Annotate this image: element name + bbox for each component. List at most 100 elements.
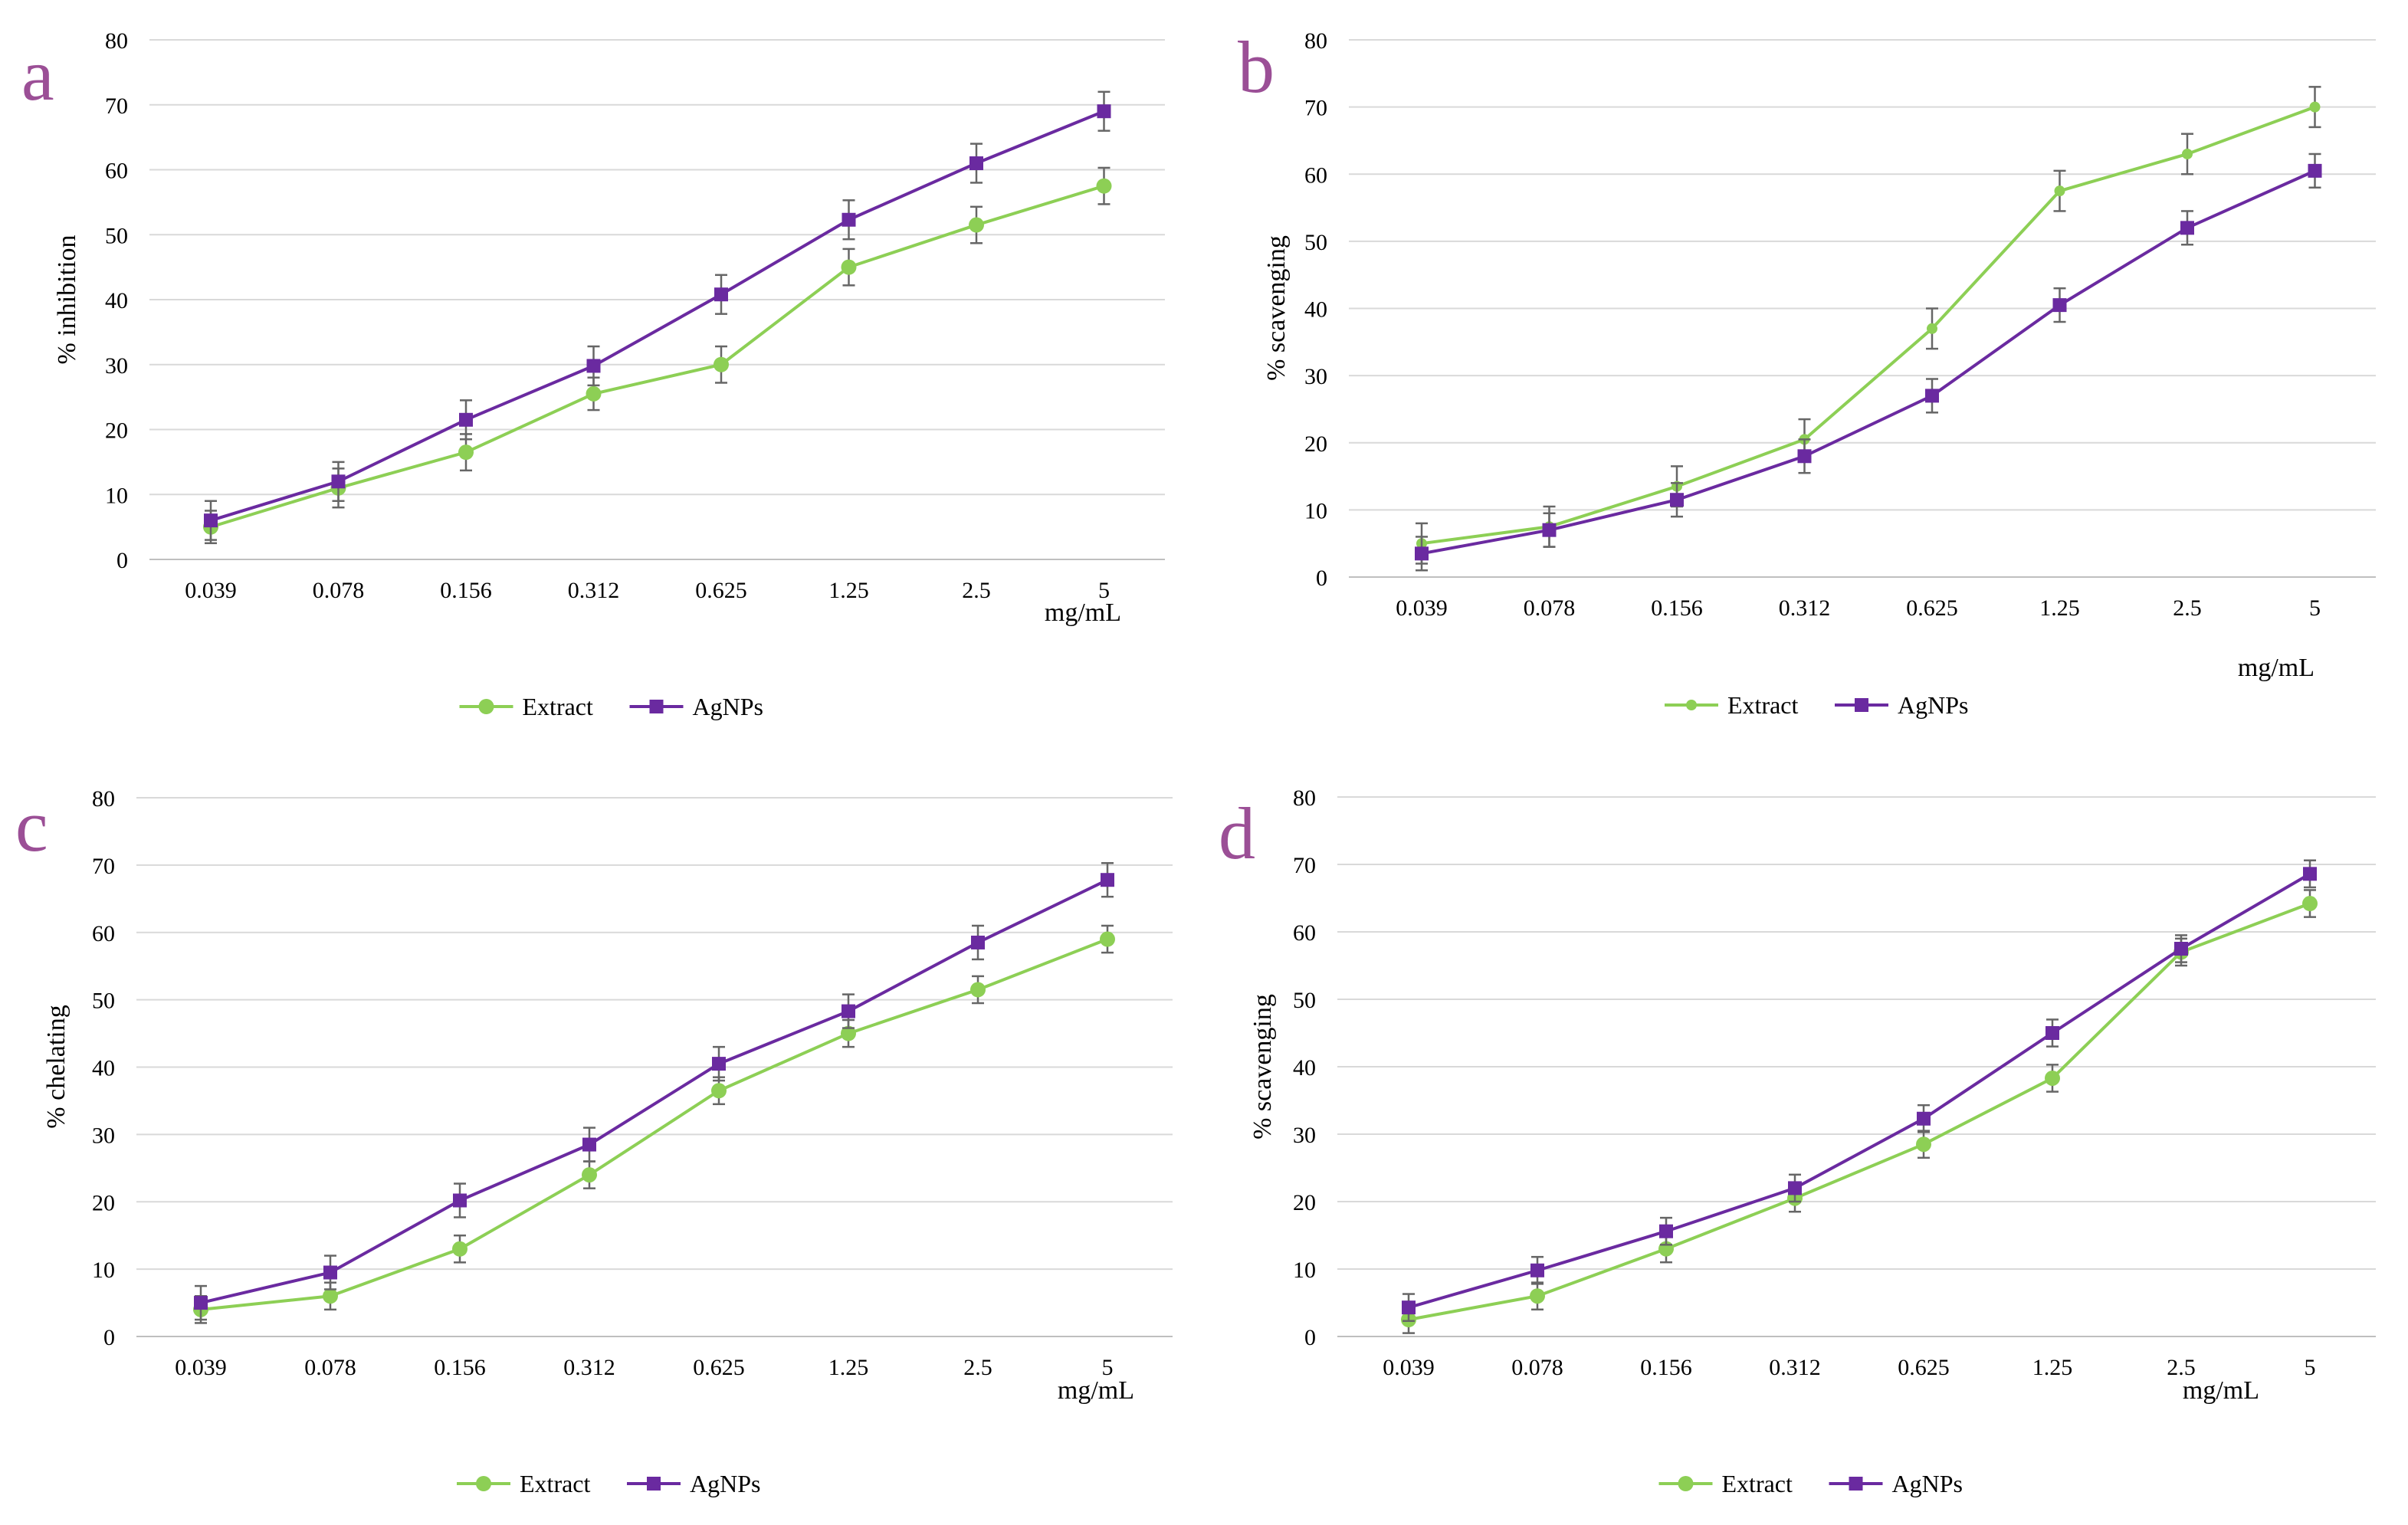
- data-point: [2045, 1070, 2060, 1086]
- x-tick-label: 0.039: [185, 578, 237, 603]
- legend: Extract AgNPs: [1658, 1470, 1963, 1497]
- series-line: [1408, 902, 2311, 1321]
- data-point: [1415, 546, 1429, 561]
- x-tick-label: 2.5: [962, 578, 991, 603]
- x-tick-label: 1.25: [828, 1355, 869, 1380]
- x-tick-label: 5: [2309, 595, 2321, 621]
- data-point: [714, 356, 729, 372]
- panel-a: 0 10 20 30 40 50 60 70 80 0.039 0.078 0.156 0.312 0.6…: [21, 28, 1165, 720]
- x-tick-label: 0.156: [434, 1355, 486, 1380]
- y-tick-label: 40: [1304, 297, 1327, 323]
- legend-extract-label: Extract: [1722, 1470, 1793, 1497]
- data-point: [331, 474, 346, 489]
- data-point: [1916, 1136, 1931, 1153]
- data-point: [841, 259, 857, 275]
- x-tick-label: 5: [1098, 578, 1110, 603]
- panel-letter: a: [21, 34, 54, 116]
- data-point: [2303, 867, 2317, 881]
- data-point: [1096, 178, 1112, 194]
- series-line: [1421, 105, 2316, 546]
- data-point: [323, 1288, 338, 1304]
- data-point: [1925, 389, 1939, 403]
- y-tick-label: 50: [1304, 230, 1327, 255]
- y-tick-label: 0: [1316, 566, 1327, 591]
- x-tick-label: 5: [2305, 1355, 2316, 1380]
- x-tick-label: 0.156: [440, 578, 492, 603]
- x-tick-label: 1.25: [2039, 595, 2080, 621]
- data-point: [204, 513, 218, 528]
- data-point: [1530, 1288, 1545, 1304]
- legend-extract-marker: [476, 1476, 491, 1491]
- data-point: [1917, 1111, 1931, 1126]
- series-agnps: [204, 90, 1111, 541]
- y-tick-label: 30: [92, 1123, 115, 1148]
- panel-b: 0 10 20 30 40 50 60 70 80 0.039 0.078 0.156 0.312 0.6…: [1238, 26, 2376, 719]
- y-tick-label: 20: [92, 1190, 115, 1215]
- legend: Extract AgNPs: [459, 693, 763, 720]
- data-point: [2302, 896, 2318, 912]
- legend-agnps-marker: [1849, 1477, 1863, 1491]
- y-tick-label: 60: [105, 159, 128, 184]
- data-point: [323, 1265, 337, 1280]
- legend-extract-label: Extract: [1727, 691, 1799, 719]
- data-point: [841, 1004, 855, 1018]
- legend-extract-label: Extract: [523, 693, 594, 720]
- y-tick-label: 0: [1304, 1325, 1316, 1350]
- legend-extract-marker: [478, 699, 494, 714]
- data-point: [969, 217, 984, 233]
- y-tick-label: 40: [105, 288, 128, 313]
- data-point: [586, 359, 601, 373]
- y-tick-label: 30: [1293, 1123, 1316, 1148]
- data-point: [2045, 1026, 2059, 1040]
- panel-letter: d: [1219, 792, 1255, 874]
- x-tick-label: 0.625: [695, 578, 747, 603]
- series-line: [1421, 169, 2316, 556]
- legend-agnps-label: AgNPs: [1898, 691, 1968, 719]
- x-tick-label: 0.625: [1906, 595, 1958, 621]
- data-point: [712, 1057, 726, 1071]
- data-point: [714, 287, 728, 302]
- data-point: [1670, 493, 1684, 507]
- y-tick-label: 80: [1304, 28, 1327, 54]
- x-tick-label: 0.078: [313, 578, 365, 603]
- y-tick-label: 50: [92, 989, 115, 1014]
- series-extract: [1416, 86, 2321, 565]
- x-tick-label: 0.312: [568, 578, 620, 603]
- x-axis-title: mg/mL: [1058, 1376, 1134, 1405]
- y-tick-label: 60: [92, 921, 115, 946]
- y-tick-label: 10: [1304, 498, 1327, 523]
- series-line: [1408, 872, 2311, 1310]
- x-tick-label: 1.25: [2032, 1355, 2073, 1380]
- data-point: [711, 1083, 727, 1099]
- y-tick-label: 70: [1293, 853, 1316, 878]
- x-tick-label: 0.078: [1524, 595, 1576, 621]
- series-agnps: [1415, 152, 2322, 572]
- data-point: [969, 156, 983, 171]
- data-point: [841, 1025, 856, 1041]
- x-tick-label: 2.5: [2167, 1355, 2196, 1380]
- panel-c: 0 10 20 30 40 50 60 70 80 0.039 0.078 0.156 0.312 0.6…: [15, 785, 1173, 1497]
- data-point: [1927, 323, 1937, 334]
- x-tick-label: 0.039: [1383, 1355, 1435, 1380]
- x-tick-label: 0.039: [1396, 595, 1448, 621]
- data-point: [2180, 221, 2194, 235]
- x-tick-label: 0.625: [1898, 1355, 1950, 1380]
- y-tick-label: 80: [92, 786, 115, 812]
- y-tick-label: 20: [1304, 431, 1327, 457]
- data-point: [1402, 1300, 1416, 1315]
- data-point: [1659, 1224, 1673, 1238]
- legend-extract-label: Extract: [520, 1470, 591, 1497]
- y-tick-label: 70: [105, 93, 128, 119]
- y-axis-title: % scavenging: [1248, 994, 1277, 1140]
- data-point: [1097, 104, 1111, 119]
- legend-agnps-marker: [647, 1477, 661, 1491]
- x-tick-label: 0.312: [563, 1355, 615, 1380]
- y-tick-label: 70: [92, 854, 115, 879]
- x-axis-title: mg/mL: [2183, 1376, 2259, 1405]
- data-point: [970, 982, 986, 998]
- y-tick-label: 60: [1304, 162, 1327, 188]
- panel-letter: c: [15, 785, 48, 867]
- x-tick-label: 0.312: [1779, 595, 1831, 621]
- x-tick-label: 2.5: [963, 1355, 992, 1380]
